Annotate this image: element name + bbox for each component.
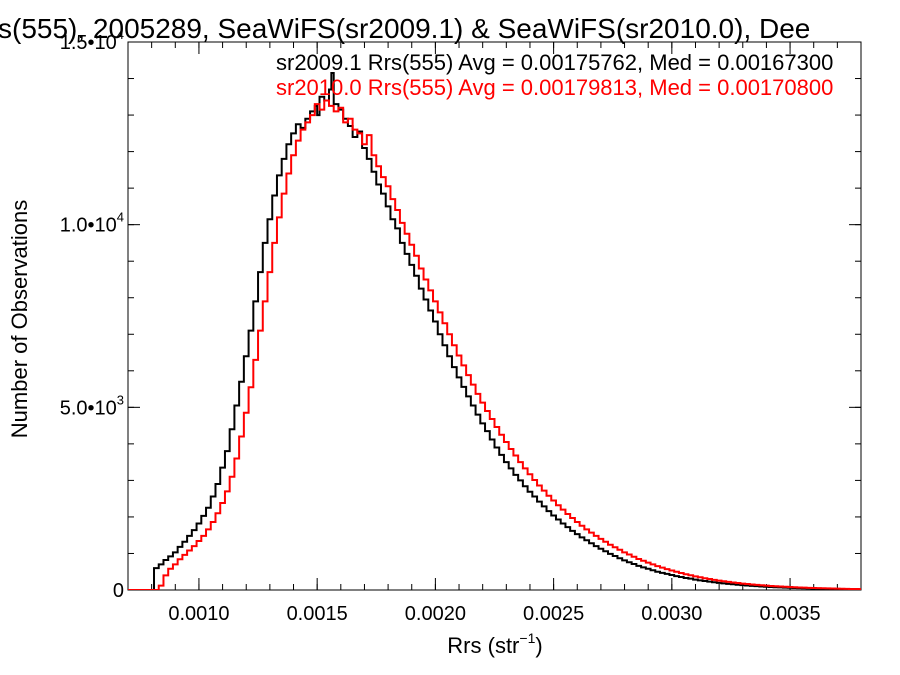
x-tick-label: 0.0010 [168,603,229,625]
legend-entry-1: sr2009.1 Rrs(555) Avg = 0.00175762, Med … [276,50,833,75]
y-tick-label: 5.0•103 [60,392,124,419]
x-axis-label-base: Rrs (str [447,633,519,658]
series-layer [128,72,861,590]
x-tick-label: 0.0035 [759,603,820,625]
plot-area [127,41,862,591]
plot-frame [127,41,862,591]
axes: 0.0010 0.0015 0.0020 0.0025 0.0030 0.0035 0 5.0… [60,27,862,625]
x-tick-label: 0.0020 [405,603,466,625]
x-tick-label: 0.0015 [287,603,348,625]
y-tick-label-exponent: 4 [117,210,124,225]
y-tick-label-base: 1.0•10 [60,215,117,237]
y-tick-label: 1.0•104 [60,210,124,237]
x-tick-label: 0.0025 [523,603,584,625]
y-tick-label-exponent: 4 [117,27,124,42]
y-tick-label-base: 5.0•10 [60,397,117,419]
y-tick-label-base: 0 [113,580,124,602]
x-axis-label: Rrs (str−1) [447,630,542,658]
legend: sr2009.1 Rrs(555) Avg = 0.00175762, Med … [276,50,833,100]
y-tick-label-exponent: 3 [117,392,124,407]
series-line-1 [128,72,861,590]
y-axis-label: Number of Observations [7,200,32,438]
x-axis-label-exponent: −1 [519,630,535,646]
series-line-2 [128,99,861,590]
series-group [128,72,861,590]
chart-title: s(555), 2005289, SeaWiFS(sr2009.1) & Sea… [0,13,810,44]
y-tick-label: 0 [113,580,124,602]
y-tick-label-base: 1.5•10 [60,32,117,54]
x-tick-label: 0.0030 [641,603,702,625]
legend-entry-2: sr2010.0 Rrs(555) Avg = 0.00179813, Med … [276,75,833,100]
y-tick-label: 1.5•104 [60,27,124,54]
x-axis-label-tail: ) [535,633,542,658]
